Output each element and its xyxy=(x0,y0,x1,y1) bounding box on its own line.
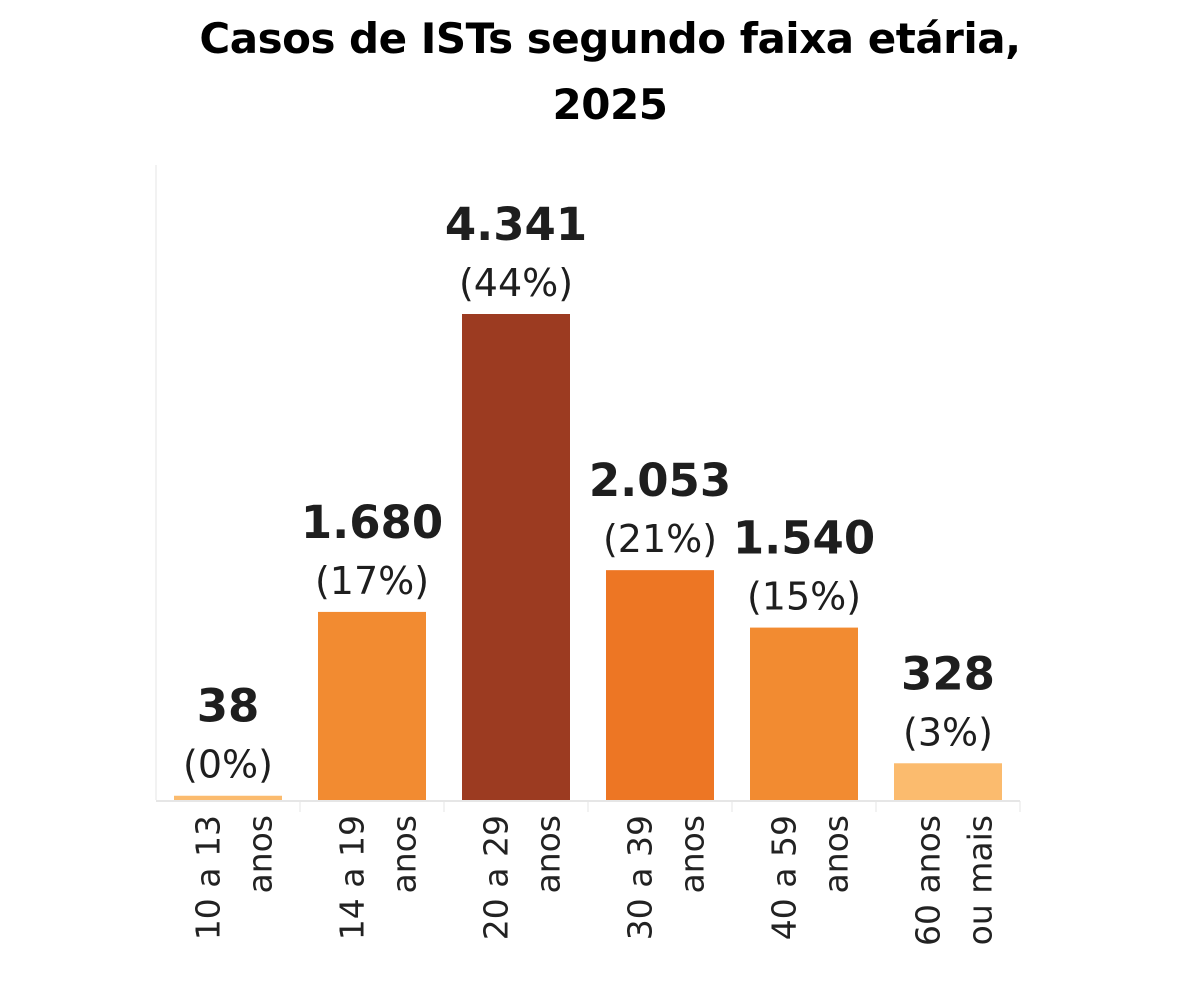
bar xyxy=(750,627,858,800)
chart-title-line-2: 2025 xyxy=(552,80,668,129)
x-tick-label: 40 a 59 xyxy=(765,815,804,940)
x-tick-label: 30 a 39 xyxy=(621,815,660,940)
percent-label: (3%) xyxy=(903,710,993,754)
bar xyxy=(894,763,1002,800)
x-tick-label: anos xyxy=(385,815,424,894)
x-tick-label: anos xyxy=(529,815,568,894)
bar xyxy=(174,795,282,800)
x-tick-label: 20 a 29 xyxy=(477,815,516,940)
value-label: 38 xyxy=(197,680,260,733)
value-label: 1.540 xyxy=(733,512,875,565)
x-tick-label: anos xyxy=(241,815,280,894)
x-tick-label: ou mais xyxy=(961,815,1000,945)
value-label: 1.680 xyxy=(301,496,443,549)
x-tick-label: 60 anos xyxy=(909,815,948,946)
value-label: 4.341 xyxy=(445,198,587,251)
percent-label: (21%) xyxy=(603,517,717,561)
value-label: 2.053 xyxy=(589,454,731,507)
percent-label: (15%) xyxy=(747,575,861,619)
bar xyxy=(606,570,714,800)
percent-label: (0%) xyxy=(183,743,273,787)
percent-label: (17%) xyxy=(315,559,429,603)
percent-label: (44%) xyxy=(459,261,573,305)
bar xyxy=(318,611,426,800)
x-tick-label: anos xyxy=(673,815,712,894)
x-tick-label: 10 a 13 xyxy=(189,815,228,940)
value-label: 328 xyxy=(901,647,995,700)
x-tick-label: anos xyxy=(817,815,856,894)
bar xyxy=(462,314,570,800)
x-tick-label: 14 a 19 xyxy=(333,815,372,940)
chart-title-line-1: Casos de ISTs segundo faixa etária, xyxy=(199,14,1021,63)
